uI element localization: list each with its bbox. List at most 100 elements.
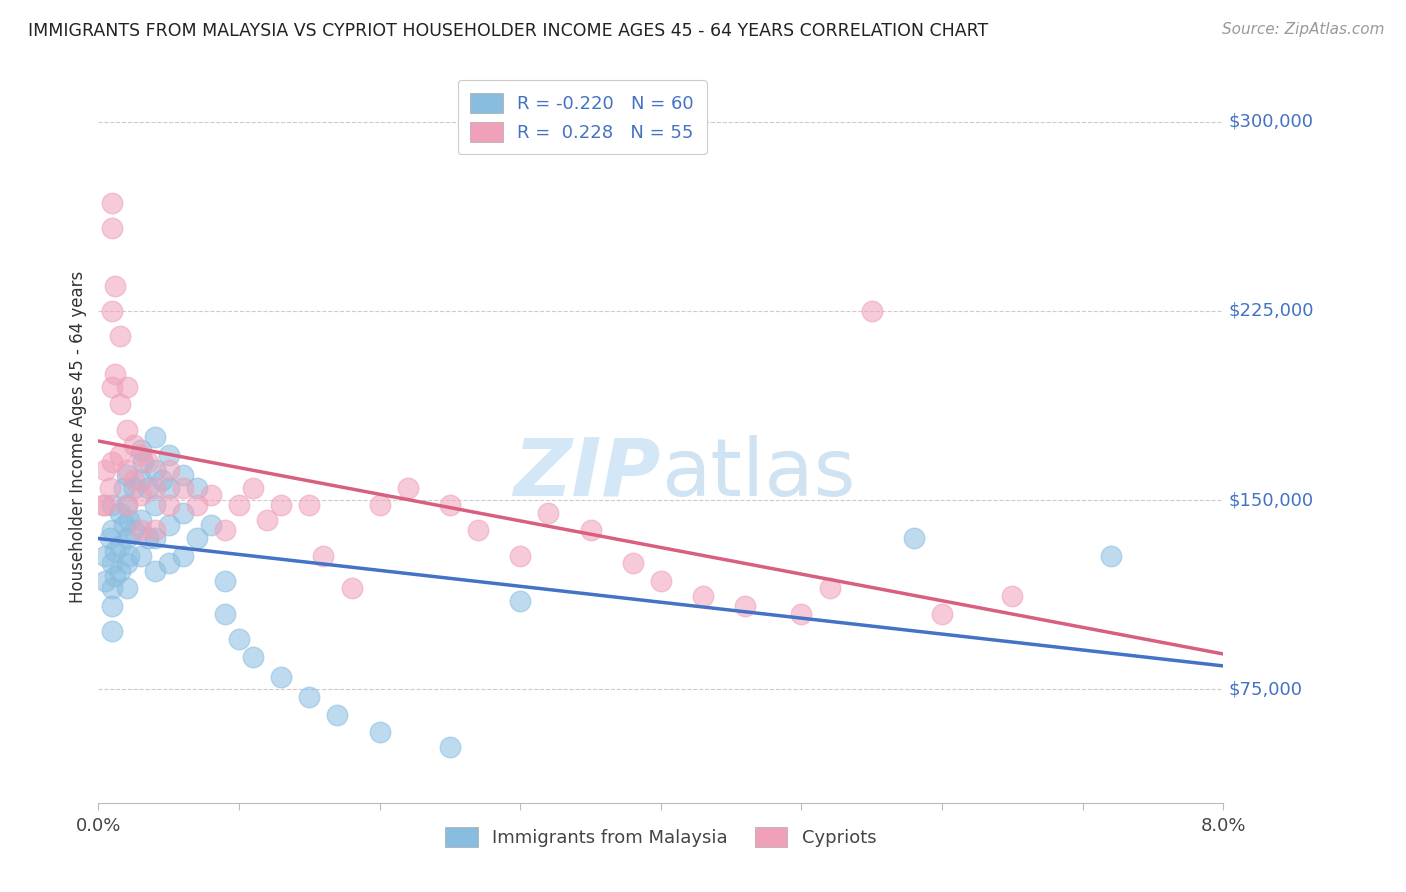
Point bbox=[734, 599, 756, 613]
Point bbox=[228, 498, 250, 512]
Point bbox=[157, 448, 180, 462]
Point bbox=[101, 220, 124, 235]
Point bbox=[396, 481, 419, 495]
Point bbox=[439, 498, 461, 512]
Point bbox=[115, 379, 138, 393]
Point bbox=[860, 304, 883, 318]
Point bbox=[172, 467, 194, 482]
Point bbox=[115, 582, 138, 596]
Point bbox=[157, 556, 180, 570]
Point bbox=[143, 524, 166, 538]
Point bbox=[157, 498, 180, 512]
Point bbox=[256, 513, 278, 527]
Point bbox=[143, 463, 166, 477]
Point bbox=[129, 524, 152, 538]
Point bbox=[143, 430, 166, 444]
Point bbox=[101, 524, 124, 538]
Point bbox=[790, 607, 813, 621]
Point bbox=[98, 531, 121, 545]
Point bbox=[818, 582, 841, 596]
Point bbox=[509, 549, 531, 563]
Point bbox=[143, 481, 166, 495]
Point bbox=[200, 488, 222, 502]
Point bbox=[129, 442, 152, 457]
Text: IMMIGRANTS FROM MALAYSIA VS CYPRIOT HOUSEHOLDER INCOME AGES 45 - 64 YEARS CORREL: IMMIGRANTS FROM MALAYSIA VS CYPRIOT HOUS… bbox=[28, 22, 988, 40]
Point bbox=[101, 195, 124, 210]
Text: ZIP: ZIP bbox=[513, 434, 661, 513]
Point bbox=[242, 649, 264, 664]
Point bbox=[129, 488, 152, 502]
Point bbox=[101, 624, 124, 639]
Point bbox=[467, 524, 489, 538]
Point bbox=[903, 531, 925, 545]
Point bbox=[650, 574, 672, 588]
Point bbox=[101, 304, 124, 318]
Point bbox=[270, 670, 292, 684]
Point bbox=[200, 518, 222, 533]
Point bbox=[1099, 549, 1122, 563]
Point bbox=[298, 498, 321, 512]
Point bbox=[129, 513, 152, 527]
Point bbox=[136, 531, 159, 545]
Point bbox=[270, 498, 292, 512]
Point bbox=[326, 707, 349, 722]
Point bbox=[94, 463, 117, 477]
Point bbox=[108, 506, 131, 520]
Point bbox=[101, 455, 124, 469]
Point bbox=[157, 481, 180, 495]
Point bbox=[136, 455, 159, 469]
Y-axis label: Householder Income Ages 45 - 64 years: Householder Income Ages 45 - 64 years bbox=[69, 271, 87, 603]
Point bbox=[143, 564, 166, 578]
Text: $150,000: $150,000 bbox=[1229, 491, 1315, 509]
Point bbox=[692, 589, 714, 603]
Point bbox=[94, 574, 117, 588]
Point bbox=[172, 549, 194, 563]
Point bbox=[298, 690, 321, 704]
Point bbox=[115, 463, 138, 477]
Point bbox=[579, 524, 602, 538]
Point bbox=[132, 455, 155, 469]
Point bbox=[172, 481, 194, 495]
Point bbox=[150, 473, 173, 487]
Point bbox=[621, 556, 644, 570]
Text: $225,000: $225,000 bbox=[1229, 302, 1315, 320]
Point bbox=[340, 582, 363, 596]
Text: atlas: atlas bbox=[661, 434, 855, 513]
Point bbox=[108, 397, 131, 411]
Point bbox=[104, 543, 127, 558]
Point bbox=[112, 518, 135, 533]
Point bbox=[157, 463, 180, 477]
Point bbox=[214, 607, 236, 621]
Point bbox=[122, 473, 145, 487]
Point bbox=[214, 574, 236, 588]
Point bbox=[115, 498, 138, 512]
Point bbox=[115, 423, 138, 437]
Text: Source: ZipAtlas.com: Source: ZipAtlas.com bbox=[1222, 22, 1385, 37]
Point bbox=[118, 549, 141, 563]
Text: $75,000: $75,000 bbox=[1229, 681, 1303, 698]
Point bbox=[115, 556, 138, 570]
Point bbox=[115, 531, 138, 545]
Point bbox=[108, 329, 131, 343]
Point bbox=[186, 481, 208, 495]
Point bbox=[101, 582, 124, 596]
Point bbox=[214, 524, 236, 538]
Point bbox=[108, 564, 131, 578]
Point bbox=[242, 481, 264, 495]
Point bbox=[509, 594, 531, 608]
Point bbox=[118, 513, 141, 527]
Point bbox=[368, 725, 391, 739]
Point bbox=[157, 518, 180, 533]
Point bbox=[439, 740, 461, 755]
Point bbox=[98, 481, 121, 495]
Point bbox=[104, 569, 127, 583]
Point bbox=[122, 437, 145, 451]
Point bbox=[129, 549, 152, 563]
Point bbox=[94, 549, 117, 563]
Legend: Immigrants from Malaysia, Cypriots: Immigrants from Malaysia, Cypriots bbox=[433, 814, 889, 860]
Point bbox=[1001, 589, 1024, 603]
Point bbox=[101, 379, 124, 393]
Point bbox=[115, 498, 138, 512]
Point bbox=[172, 506, 194, 520]
Point bbox=[186, 498, 208, 512]
